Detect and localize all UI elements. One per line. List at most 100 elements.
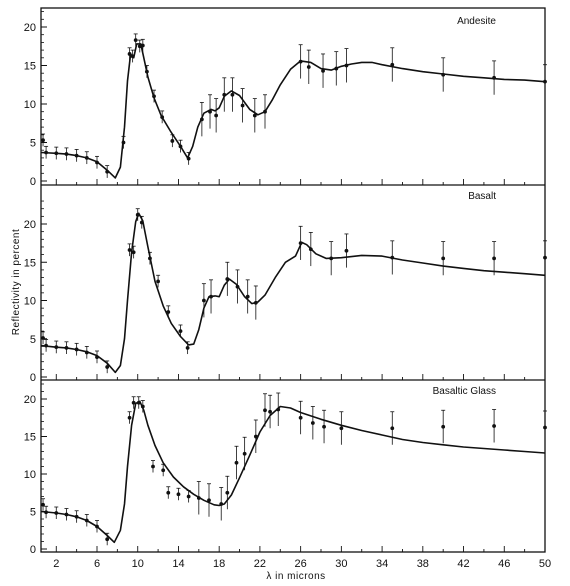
data-point: [298, 415, 303, 420]
data-point: [74, 514, 79, 519]
y-tick-label: 20: [24, 219, 36, 231]
data-point: [74, 347, 79, 352]
data-point: [41, 138, 45, 143]
data-point: [140, 404, 145, 409]
data-point: [105, 537, 110, 542]
data-point: [170, 139, 175, 143]
data-point: [176, 492, 181, 497]
x-tick-label: 6: [94, 558, 100, 570]
y-tick-label: 0: [30, 372, 36, 384]
data-point: [84, 156, 89, 160]
data-point: [245, 294, 250, 299]
data-point: [148, 256, 152, 261]
data-point: [140, 43, 145, 48]
panel-title: Andesite: [457, 16, 496, 27]
y-axis-title: Reflectivity in percent: [11, 229, 22, 336]
data-point: [390, 426, 395, 431]
data-point: [64, 152, 69, 156]
x-tick-label: 50: [539, 558, 551, 570]
data-point: [166, 310, 171, 314]
reflectivity-curve: [40, 400, 546, 544]
data-point: [136, 400, 141, 405]
data-point: [268, 409, 272, 414]
data-point: [306, 65, 311, 69]
data-point: [441, 72, 446, 77]
data-point: [235, 284, 240, 289]
data-point: [214, 113, 219, 118]
data-point: [74, 153, 79, 158]
data-point: [202, 298, 206, 303]
data-point: [54, 511, 59, 515]
data-point: [263, 408, 267, 413]
data-point: [543, 79, 547, 84]
data-point: [219, 502, 224, 506]
data-point: [225, 277, 230, 281]
data-point: [186, 494, 191, 499]
data-point: [199, 117, 204, 122]
data-point: [344, 63, 349, 68]
data-point: [390, 255, 395, 260]
data-point: [156, 279, 160, 284]
y-tick-label: 20: [24, 394, 36, 406]
x-axis-title: λ in microns: [266, 571, 325, 581]
data-point: [196, 496, 201, 500]
data-point: [441, 256, 446, 261]
data-point: [298, 241, 303, 246]
x-tick-label: 18: [213, 558, 225, 570]
data-point: [161, 468, 166, 473]
data-point: [41, 336, 45, 340]
x-tick-label: 46: [498, 558, 510, 570]
data-point: [253, 434, 258, 439]
y-tick-label: 0: [30, 176, 36, 188]
data-point: [339, 426, 344, 431]
data-point: [492, 424, 496, 428]
data-point: [131, 400, 136, 405]
y-tick-label: 15: [24, 61, 36, 73]
data-point: [133, 38, 138, 42]
x-tick-label: 2: [53, 558, 59, 570]
panel-title: Basaltic Glass: [433, 386, 496, 397]
y-tick-label: 10: [24, 296, 36, 308]
data-point: [186, 156, 191, 161]
data-point: [84, 350, 89, 355]
x-tick-label: 26: [295, 558, 307, 570]
data-point: [334, 66, 339, 71]
y-tick-label: 10: [24, 469, 36, 481]
data-point: [390, 62, 395, 67]
data-point: [130, 54, 135, 59]
data-point: [310, 421, 315, 425]
data-point: [127, 248, 132, 252]
data-point: [166, 490, 171, 495]
data-point: [276, 407, 281, 412]
x-tick-label: 38: [417, 558, 429, 570]
y-tick-label: 15: [24, 257, 36, 269]
data-point: [137, 44, 142, 49]
data-point: [144, 69, 149, 74]
data-point: [135, 212, 140, 217]
y-tick-label: 20: [24, 22, 36, 34]
data-point: [54, 151, 59, 156]
x-tick-label: 22: [254, 558, 266, 570]
data-point: [64, 512, 69, 517]
data-point: [84, 518, 89, 523]
data-point: [308, 247, 313, 252]
data-point: [322, 424, 326, 429]
data-point: [209, 294, 213, 299]
panel-title: Basalt: [468, 191, 496, 202]
data-point: [127, 415, 132, 420]
x-tick-label: 34: [376, 558, 388, 570]
data-point: [263, 109, 267, 114]
data-point: [207, 498, 211, 503]
data-point: [105, 365, 110, 369]
y-tick-label: 5: [30, 334, 36, 346]
data-point: [131, 250, 136, 255]
y-tick-label: 5: [30, 138, 36, 150]
data-point: [139, 220, 144, 225]
data-point: [492, 256, 496, 261]
y-tick-label: 15: [24, 432, 36, 444]
data-point: [95, 524, 99, 529]
data-point: [252, 113, 257, 118]
data-point: [240, 103, 245, 108]
data-point: [44, 510, 48, 515]
